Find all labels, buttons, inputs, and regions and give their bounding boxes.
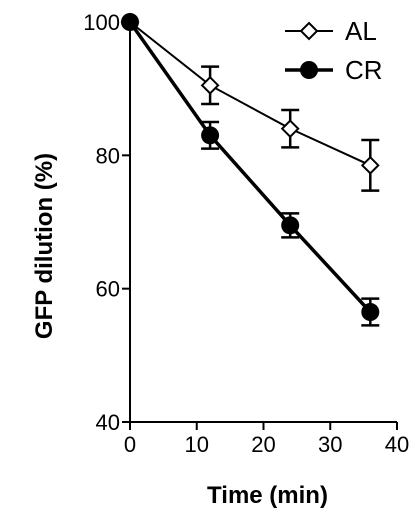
legend-marker bbox=[300, 61, 318, 79]
x-tick-label: 20 bbox=[251, 432, 275, 457]
axes: 0 10 20 30 40 40 60 80 100 bbox=[83, 10, 409, 457]
series-cr bbox=[121, 13, 380, 327]
legend: AL CR bbox=[285, 16, 383, 85]
data-point-cr bbox=[201, 126, 220, 145]
legend-marker bbox=[299, 21, 319, 41]
y-tick-label: 100 bbox=[83, 10, 120, 35]
legend-item-al: AL bbox=[285, 16, 377, 46]
data-point-al bbox=[360, 155, 380, 175]
legend-label: CR bbox=[345, 55, 383, 85]
legend-item-cr: CR bbox=[285, 55, 383, 85]
x-tick-label: 10 bbox=[185, 432, 209, 457]
data-point-al bbox=[200, 75, 220, 95]
series-al bbox=[120, 12, 380, 192]
x-tick-label: 40 bbox=[385, 432, 409, 457]
legend-label: AL bbox=[345, 16, 377, 46]
y-tick-label: 60 bbox=[96, 277, 120, 302]
y-tick-label: 80 bbox=[96, 143, 120, 168]
series-line-al bbox=[129, 21, 371, 167]
data-point-cr bbox=[361, 303, 380, 321]
data-point-cr bbox=[121, 13, 139, 31]
y-tick-label: 40 bbox=[96, 410, 120, 435]
series-line-cr bbox=[128, 20, 372, 314]
data-point-cr bbox=[281, 216, 300, 235]
series-layer bbox=[120, 12, 380, 327]
x-tick-label: 30 bbox=[318, 432, 342, 457]
x-tick-label: 0 bbox=[124, 432, 136, 457]
x-axis-title: Time (min) bbox=[207, 482, 328, 509]
data-point-al bbox=[280, 119, 300, 139]
y-axis-title: GFP dilution (%) bbox=[31, 153, 58, 339]
